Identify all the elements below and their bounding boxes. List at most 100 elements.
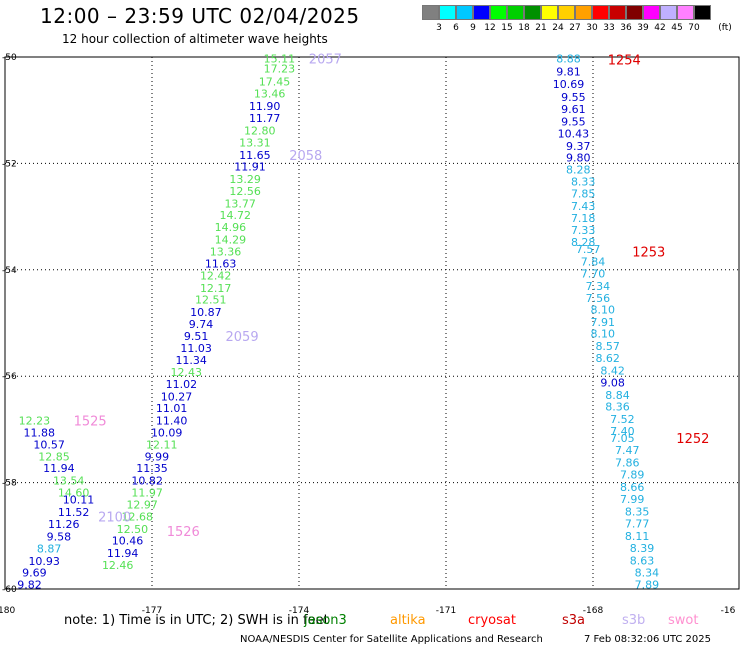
data-point-label: 14.60 xyxy=(58,487,90,500)
data-point-label: 9.99 xyxy=(145,451,170,464)
data-point-label: 7.86 xyxy=(615,456,640,469)
colorbar-label: 27 xyxy=(569,23,581,33)
data-point-label: 12.56 xyxy=(229,185,261,198)
data-point-label: 7.85 xyxy=(571,188,596,201)
colorbar-swatch xyxy=(422,5,439,20)
orbit-time-label: 1525 xyxy=(74,414,107,429)
colorbar-swatch xyxy=(558,5,575,20)
data-point-label: 10.46 xyxy=(112,535,144,548)
orbit-time-label: 2058 xyxy=(289,149,322,164)
data-point-label: 8.10 xyxy=(591,328,616,341)
data-point-label: 12.50 xyxy=(117,523,149,536)
data-point-label: 13.54 xyxy=(53,474,85,487)
data-point-label: 11.35 xyxy=(136,462,168,475)
orbit-time-label: 1526 xyxy=(167,525,200,540)
colorbar-swatch xyxy=(660,5,677,20)
orbit-time-label: 2059 xyxy=(226,330,259,345)
data-point-label: 11.40 xyxy=(156,414,188,427)
data-point-label: 7.77 xyxy=(625,518,650,531)
orbit-time-label: 1253 xyxy=(632,246,665,261)
data-point-label: 8.36 xyxy=(605,401,630,414)
data-point-label: 9.81 xyxy=(556,65,581,78)
data-point-label: 11.94 xyxy=(107,547,139,560)
colorbar-label: 15 xyxy=(501,23,513,33)
data-point-label: 8.28 xyxy=(566,163,591,176)
x-tick-label: -180 xyxy=(0,606,15,616)
plot-frame xyxy=(4,56,740,590)
data-point-label: 11.34 xyxy=(175,354,207,367)
colorbar-label: 42 xyxy=(654,23,666,33)
data-point-label: 11.90 xyxy=(249,100,281,113)
data-point-label: 11.02 xyxy=(166,378,198,391)
page-subtitle: 12 hour collection of altimeter wave hei… xyxy=(62,32,328,46)
x-tick-label: -177 xyxy=(142,606,162,616)
data-point-label: 11.01 xyxy=(156,402,188,415)
data-point-label: 7.43 xyxy=(571,200,596,213)
data-point-label: 14.72 xyxy=(220,209,252,222)
colorbar-swatch xyxy=(575,5,592,20)
y-tick-label: -60 xyxy=(2,585,17,595)
colorbar-label: 21 xyxy=(535,23,547,33)
data-point-label: 11.03 xyxy=(180,342,212,355)
colorbar-label: 36 xyxy=(620,23,632,33)
data-point-label: 13.31 xyxy=(239,137,271,150)
colorbar-swatch xyxy=(439,5,456,20)
data-point-label: 7.52 xyxy=(610,413,635,426)
grid-lines xyxy=(5,57,740,589)
data-point-label: 8.34 xyxy=(635,567,660,580)
data-point-label: 8.35 xyxy=(625,505,650,518)
data-point-label: 8.88 xyxy=(556,53,581,66)
data-point-label: 10.57 xyxy=(33,438,65,451)
satellite-jason3: jason3 xyxy=(304,613,347,628)
colorbar-swatch xyxy=(490,5,507,20)
orbit-time-label: 1252 xyxy=(676,432,709,447)
data-point-label: 9.51 xyxy=(184,330,209,343)
data-point-label: 8.62 xyxy=(595,352,620,365)
data-point-label: 13.36 xyxy=(210,246,242,259)
data-point-label: 8.87 xyxy=(37,543,62,556)
data-point-label: 7.84 xyxy=(581,255,606,268)
colorbar-label: 30 xyxy=(586,23,598,33)
y-tick-label: -54 xyxy=(2,266,17,276)
data-point-label: 11.26 xyxy=(48,518,80,531)
data-point-label: 9.69 xyxy=(22,567,47,580)
colorbar-label: 39 xyxy=(637,23,649,33)
timestamp: 7 Feb 08:32:06 UTC 2025 xyxy=(584,634,711,645)
data-point-label: 12.80 xyxy=(244,124,276,137)
x-tick-label: -168 xyxy=(583,606,604,616)
data-point-label: 7.89 xyxy=(635,579,660,592)
data-point-label: 11.77 xyxy=(249,112,281,125)
data-point-label: 8.63 xyxy=(630,554,655,567)
data-point-label: 9.37 xyxy=(566,140,591,153)
data-point-label: 7.99 xyxy=(620,493,645,506)
data-point-label: 12.42 xyxy=(200,270,232,283)
data-point-label: 13.77 xyxy=(224,197,256,210)
colorbar-label: 33 xyxy=(603,23,615,33)
data-point-label: 17.23 xyxy=(264,63,296,76)
colorbar-label: 18 xyxy=(518,23,530,33)
data-point-label: 7.34 xyxy=(586,280,611,293)
data-point-label: 11.91 xyxy=(234,161,266,174)
x-tick-label: -171 xyxy=(436,606,456,616)
data-point-label: 10.11 xyxy=(63,494,95,507)
data-point-label: 13.46 xyxy=(254,88,286,101)
data-point-label: 8.57 xyxy=(595,340,620,353)
data-point-label: 9.82 xyxy=(17,579,42,592)
data-point-label: 9.80 xyxy=(566,152,591,165)
data-point-label: 12.97 xyxy=(126,498,158,511)
colorbar-label: 45 xyxy=(671,23,683,33)
data-points: 15.1117.2317.4513.4611.9011.7712.8013.31… xyxy=(17,53,659,592)
data-point-label: 12.46 xyxy=(102,559,134,572)
data-point-label: 10.27 xyxy=(161,390,193,403)
colorbar-label: 9 xyxy=(470,23,476,33)
satellite-s3a: s3a xyxy=(562,613,586,628)
data-point-label: 14.29 xyxy=(215,233,247,246)
data-point-label: 9.58 xyxy=(47,530,72,543)
data-point-label: 7.89 xyxy=(620,469,645,482)
data-point-label: 7.33 xyxy=(571,224,596,237)
data-point-label: 10.82 xyxy=(131,474,163,487)
data-point-label: 13.29 xyxy=(229,173,261,186)
data-point-label: 9.61 xyxy=(561,103,586,116)
data-point-label: 9.74 xyxy=(189,318,214,331)
